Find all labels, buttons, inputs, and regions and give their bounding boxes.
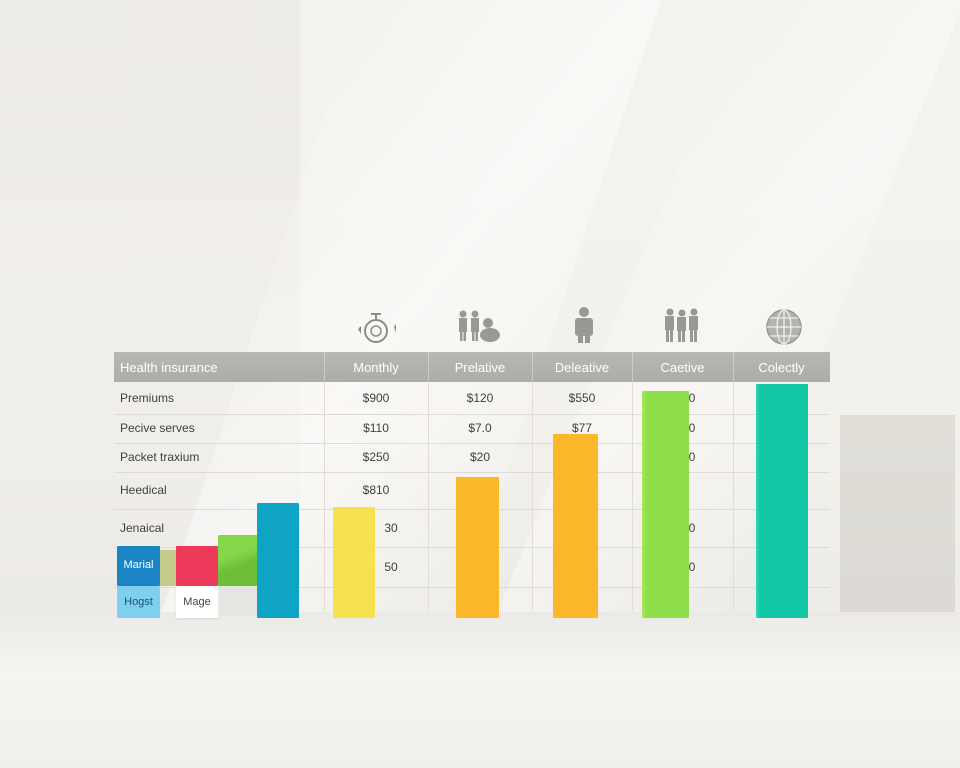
column-divider xyxy=(632,382,633,610)
block-label: Marial xyxy=(123,559,154,571)
block-grey xyxy=(218,586,257,616)
stopwatch-icon xyxy=(358,313,396,343)
cell-monthly: $900 xyxy=(362,391,390,405)
bar-shadow xyxy=(840,415,955,612)
cell-deleative: $550 xyxy=(568,391,596,405)
column-divider xyxy=(428,382,429,610)
cell-deleative: $77 xyxy=(571,421,593,435)
row-label: Premiums xyxy=(120,391,175,405)
cell-caetive: 0 xyxy=(688,450,696,464)
cell-caetive: 0 xyxy=(688,421,696,435)
column-divider xyxy=(733,382,734,610)
bar-blue xyxy=(257,503,299,618)
family-icon xyxy=(459,310,500,342)
globe-icon xyxy=(766,309,802,345)
insurance-table: Health insurance Monthly Prelative Delea… xyxy=(114,352,830,610)
group-icon xyxy=(665,308,698,342)
bar-deleative xyxy=(553,434,598,618)
table-row: Pecive serves $110 $7.0 $77 0 xyxy=(114,414,830,444)
row-label: Jenaical xyxy=(120,521,165,535)
cell-monthly: $250 xyxy=(362,450,390,464)
bar-colectly xyxy=(756,384,808,618)
block-mage: Mage xyxy=(176,586,218,618)
floor xyxy=(0,612,960,768)
header-caetive: Caetive xyxy=(632,352,734,382)
cell-monthly: $810 xyxy=(362,483,390,497)
block-label: Mage xyxy=(183,596,211,608)
bar-caetive xyxy=(642,391,689,618)
block-olive xyxy=(160,550,176,586)
header-deleative: Deleative xyxy=(532,352,633,382)
block-marial: Marial xyxy=(117,546,160,586)
column-divider xyxy=(532,382,533,610)
block-green xyxy=(218,535,257,586)
bar-prelative xyxy=(456,477,499,618)
header-health-insurance: Health insurance xyxy=(114,352,325,382)
cell-caetive: 0 xyxy=(688,391,696,405)
block-hogst: Hogst xyxy=(117,586,160,618)
row-label: Packet traxium xyxy=(120,450,200,464)
person-icon xyxy=(575,307,593,343)
header-prelative: Prelative xyxy=(428,352,533,382)
header-colectly: Colectly xyxy=(758,360,805,375)
table-header: Health insurance Monthly Prelative Delea… xyxy=(114,352,830,382)
block-red xyxy=(176,546,218,586)
header-monthly: Monthly xyxy=(324,352,429,382)
table-row: Premiums $900 $120 $550 0 xyxy=(114,382,830,415)
table-row: Packet traxium $250 $20 0 xyxy=(114,443,830,473)
header-icons xyxy=(0,300,960,350)
cell-monthly: $110 xyxy=(363,421,389,435)
cell-prelative: $7.0 xyxy=(468,421,492,435)
block-label: Hogst xyxy=(124,596,153,608)
cell-prelative: $120 xyxy=(466,391,494,405)
row-label: Heedical xyxy=(120,483,167,497)
cell-monthly: 30 xyxy=(384,521,398,535)
bar-yellow xyxy=(333,507,375,618)
cell-caetive: 0 xyxy=(688,560,696,574)
row-label: Pecive serves xyxy=(120,421,195,435)
cell-prelative: $20 xyxy=(469,450,491,464)
column-divider xyxy=(324,382,325,610)
cell-monthly: 50 xyxy=(384,560,398,574)
cell-caetive: 0 xyxy=(688,521,696,535)
